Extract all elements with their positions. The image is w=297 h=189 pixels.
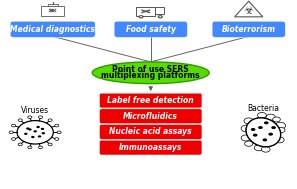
Circle shape bbox=[41, 128, 44, 130]
Bar bbox=[52, 9, 53, 10]
Bar bbox=[48, 4, 58, 6]
Circle shape bbox=[253, 134, 257, 137]
Circle shape bbox=[257, 112, 266, 118]
Bar bbox=[50, 10, 56, 11]
Bar bbox=[155, 7, 165, 14]
Circle shape bbox=[9, 131, 13, 134]
Circle shape bbox=[26, 127, 30, 130]
Circle shape bbox=[28, 146, 32, 149]
Circle shape bbox=[263, 138, 267, 141]
Circle shape bbox=[39, 116, 42, 119]
FancyBboxPatch shape bbox=[99, 125, 202, 139]
Circle shape bbox=[264, 121, 268, 124]
Circle shape bbox=[28, 116, 32, 119]
Text: multiplexing platforms: multiplexing platforms bbox=[101, 71, 200, 80]
FancyBboxPatch shape bbox=[114, 21, 187, 37]
FancyBboxPatch shape bbox=[99, 109, 202, 124]
Circle shape bbox=[38, 135, 41, 138]
Circle shape bbox=[39, 146, 42, 149]
Bar bbox=[42, 6, 64, 16]
Text: Point of use SERS: Point of use SERS bbox=[113, 65, 189, 74]
Circle shape bbox=[241, 135, 250, 141]
Text: Bacteria: Bacteria bbox=[247, 104, 279, 113]
Ellipse shape bbox=[92, 62, 209, 84]
FancyBboxPatch shape bbox=[212, 21, 285, 37]
Text: Nucleic acid assays: Nucleic acid assays bbox=[109, 127, 192, 136]
Circle shape bbox=[261, 146, 270, 152]
Text: Viruses: Viruses bbox=[21, 106, 49, 115]
Circle shape bbox=[271, 126, 276, 129]
Circle shape bbox=[258, 126, 263, 129]
FancyBboxPatch shape bbox=[99, 93, 202, 108]
Circle shape bbox=[48, 119, 52, 122]
Circle shape bbox=[31, 136, 34, 138]
Polygon shape bbox=[235, 1, 263, 17]
Circle shape bbox=[57, 131, 61, 134]
Bar bbox=[49, 9, 51, 10]
Circle shape bbox=[42, 132, 45, 134]
Circle shape bbox=[36, 126, 40, 128]
Circle shape bbox=[254, 145, 264, 151]
Circle shape bbox=[55, 138, 59, 140]
FancyBboxPatch shape bbox=[10, 21, 95, 37]
FancyBboxPatch shape bbox=[99, 140, 202, 155]
Ellipse shape bbox=[246, 118, 281, 147]
Text: Bioterrorism: Bioterrorism bbox=[222, 25, 276, 34]
Circle shape bbox=[251, 128, 255, 131]
Bar bbox=[49, 11, 51, 12]
Circle shape bbox=[18, 119, 22, 122]
Circle shape bbox=[275, 122, 286, 129]
Circle shape bbox=[34, 130, 37, 132]
Text: Medical diagnostics: Medical diagnostics bbox=[10, 25, 95, 34]
Circle shape bbox=[17, 121, 53, 144]
Circle shape bbox=[277, 127, 285, 133]
Ellipse shape bbox=[246, 118, 281, 147]
Circle shape bbox=[140, 16, 142, 17]
Bar bbox=[55, 9, 56, 10]
Circle shape bbox=[12, 124, 16, 127]
Circle shape bbox=[24, 133, 28, 135]
Circle shape bbox=[244, 118, 253, 124]
Text: Label free detection: Label free detection bbox=[108, 96, 194, 105]
Text: Immunoassays: Immunoassays bbox=[119, 143, 182, 152]
Circle shape bbox=[245, 141, 253, 146]
Circle shape bbox=[159, 16, 161, 17]
Circle shape bbox=[268, 133, 273, 136]
Circle shape bbox=[12, 138, 16, 140]
Circle shape bbox=[18, 143, 22, 146]
Bar bbox=[55, 11, 56, 12]
Circle shape bbox=[241, 125, 252, 132]
Circle shape bbox=[55, 124, 59, 127]
Text: Microfluidics: Microfluidics bbox=[123, 112, 178, 121]
Circle shape bbox=[48, 143, 52, 146]
Circle shape bbox=[158, 15, 163, 18]
Text: ☣: ☣ bbox=[244, 6, 254, 16]
Circle shape bbox=[273, 117, 280, 122]
Circle shape bbox=[28, 128, 32, 131]
Circle shape bbox=[275, 137, 284, 143]
Bar bbox=[51, 9, 54, 12]
Text: Food safety: Food safety bbox=[126, 25, 176, 34]
Circle shape bbox=[266, 114, 275, 120]
Bar bbox=[136, 7, 155, 16]
Circle shape bbox=[139, 15, 143, 18]
Bar bbox=[52, 11, 53, 12]
